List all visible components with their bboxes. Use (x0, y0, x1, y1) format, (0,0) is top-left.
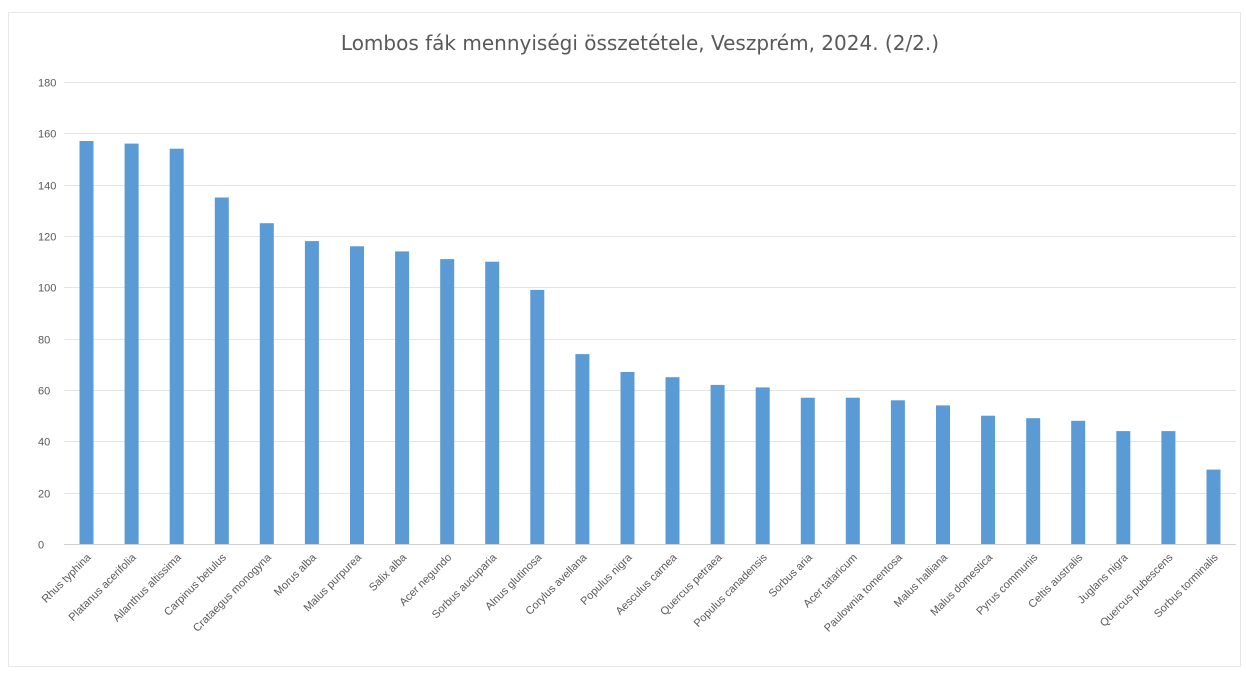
bar (440, 259, 455, 544)
bar (395, 251, 410, 544)
bar (530, 289, 545, 544)
y-tick-label: 120 (38, 232, 56, 244)
bar (665, 377, 680, 544)
chart-title: Lombos fák mennyiségi összetétele, Veszp… (341, 31, 939, 55)
bar (800, 397, 815, 544)
y-axis-ticks: 0 20 40 60 80 100 120 140 160 180 (38, 78, 56, 552)
x-category-label: Paulownia tomentosa (822, 551, 905, 634)
y-tick-label: 100 (38, 283, 56, 295)
bar (710, 384, 725, 544)
x-category-label: Salix alba (367, 551, 410, 594)
bar (1026, 418, 1041, 544)
bar (124, 143, 139, 544)
bar (890, 400, 905, 544)
y-tick-label: 140 (38, 181, 56, 193)
bar (1206, 469, 1221, 544)
y-tick-label: 60 (38, 386, 50, 398)
bars (79, 141, 1221, 545)
bar (485, 261, 500, 544)
bar (620, 372, 635, 544)
y-tick-label: 160 (38, 129, 56, 141)
y-tick-label: 180 (38, 78, 56, 90)
bar (1116, 431, 1131, 544)
bar (845, 397, 860, 544)
bar (1071, 420, 1086, 544)
bar (575, 354, 590, 544)
y-tick-label: 80 (38, 335, 50, 347)
bar (304, 241, 319, 544)
x-category-label: Morus alba (272, 551, 320, 599)
bar (169, 148, 184, 544)
bar (936, 405, 950, 544)
bar (79, 141, 94, 544)
x-category-label: Crataegus monogyna (191, 551, 274, 634)
y-tick-label: 0 (38, 540, 44, 552)
x-category-label: Sorbus aria (767, 551, 816, 600)
bar (755, 387, 770, 544)
bar (981, 415, 996, 544)
chart-frame (8, 12, 1241, 667)
bar (214, 197, 229, 544)
gridlines (64, 82, 1236, 494)
bar (259, 223, 274, 544)
y-tick-label: 40 (38, 437, 50, 449)
bar (1161, 431, 1176, 544)
bar (350, 246, 364, 545)
y-tick-label: 20 (38, 489, 50, 501)
